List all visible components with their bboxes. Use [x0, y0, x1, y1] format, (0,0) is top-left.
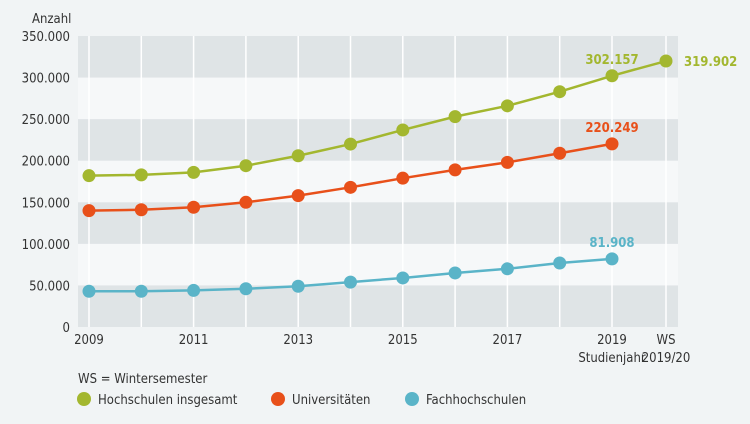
y-tick-label: 150.000 [22, 196, 70, 211]
data-point [553, 85, 567, 99]
data-label: 302.157 [585, 53, 638, 68]
legend-marker [77, 392, 91, 406]
data-point [500, 99, 514, 113]
data-point [82, 169, 96, 183]
x-tick-label: 2009 [74, 333, 104, 348]
data-point [239, 195, 253, 209]
legend-marker [271, 392, 285, 406]
y-tick-label: 50.000 [29, 279, 70, 294]
legend-note: WS = Wintersemester [78, 372, 208, 387]
data-point [344, 137, 357, 151]
legend-label: Fachhochschulen [426, 393, 526, 408]
data-label: 220.249 [585, 121, 638, 136]
series-line [88, 59, 667, 177]
y-tick-label: 100.000 [22, 238, 70, 253]
series-hochschulen-insgesamt [82, 54, 673, 183]
grid-band [78, 119, 678, 161]
x-tick-label: Studienjahr [578, 351, 646, 366]
data-label: 81.908 [589, 236, 634, 251]
x-tick-label: 2013 [283, 333, 313, 348]
x-tick-label: 2015 [388, 333, 418, 348]
x-tick-label: 2017 [493, 333, 523, 348]
data-point [344, 180, 357, 194]
data-point [239, 282, 253, 296]
y-tick-label: 300.000 [22, 72, 70, 87]
data-point [291, 279, 305, 293]
data-point [291, 149, 305, 163]
legend-item: Universitäten [271, 392, 370, 408]
y-tick-label: 350.000 [22, 30, 70, 45]
y-tick-label: 0 [63, 321, 70, 336]
y-axis-label: Anzahl [32, 12, 71, 27]
data-point [448, 266, 462, 280]
data-point [344, 275, 357, 289]
data-point [605, 137, 619, 151]
data-point [187, 283, 201, 297]
data-point [82, 284, 96, 298]
data-point [82, 204, 96, 218]
series-universit-ten [82, 137, 619, 218]
grid-band [78, 36, 678, 78]
data-point [187, 200, 201, 214]
data-point [134, 168, 148, 182]
data-point [187, 165, 201, 179]
x-tick-label: 2019/20 [642, 351, 691, 366]
data-point [396, 171, 410, 185]
data-point [500, 155, 514, 169]
grid-band [78, 285, 678, 327]
series-fachhochschulen [82, 252, 619, 298]
data-point [659, 54, 673, 68]
x-tick-label: 2019 [597, 333, 627, 348]
data-point [134, 284, 148, 298]
x-tick-label: WS [657, 333, 676, 348]
legend-item: Hochschulen insgesamt [77, 392, 238, 408]
y-tick-label: 250.000 [22, 113, 70, 128]
legend-item: Fachhochschulen [405, 392, 526, 408]
y-tick-label: 200.000 [22, 155, 70, 170]
x-tick-label: 2011 [179, 333, 209, 348]
legend-label: Universitäten [292, 393, 370, 408]
data-label: 319.902 [684, 55, 737, 70]
data-point [553, 146, 567, 160]
data-point [239, 159, 253, 173]
data-point [500, 262, 514, 276]
data-point [134, 203, 148, 217]
data-point [448, 163, 462, 177]
data-point [553, 256, 567, 270]
data-point [605, 252, 619, 266]
data-point [396, 271, 410, 285]
legend-label: Hochschulen insgesamt [98, 393, 238, 408]
data-point [291, 189, 305, 203]
data-point [396, 123, 410, 137]
legend: Hochschulen insgesamt Universitäten Fachho… [77, 392, 526, 408]
data-point [448, 110, 462, 124]
data-point [605, 69, 619, 83]
legend-marker [405, 392, 419, 406]
